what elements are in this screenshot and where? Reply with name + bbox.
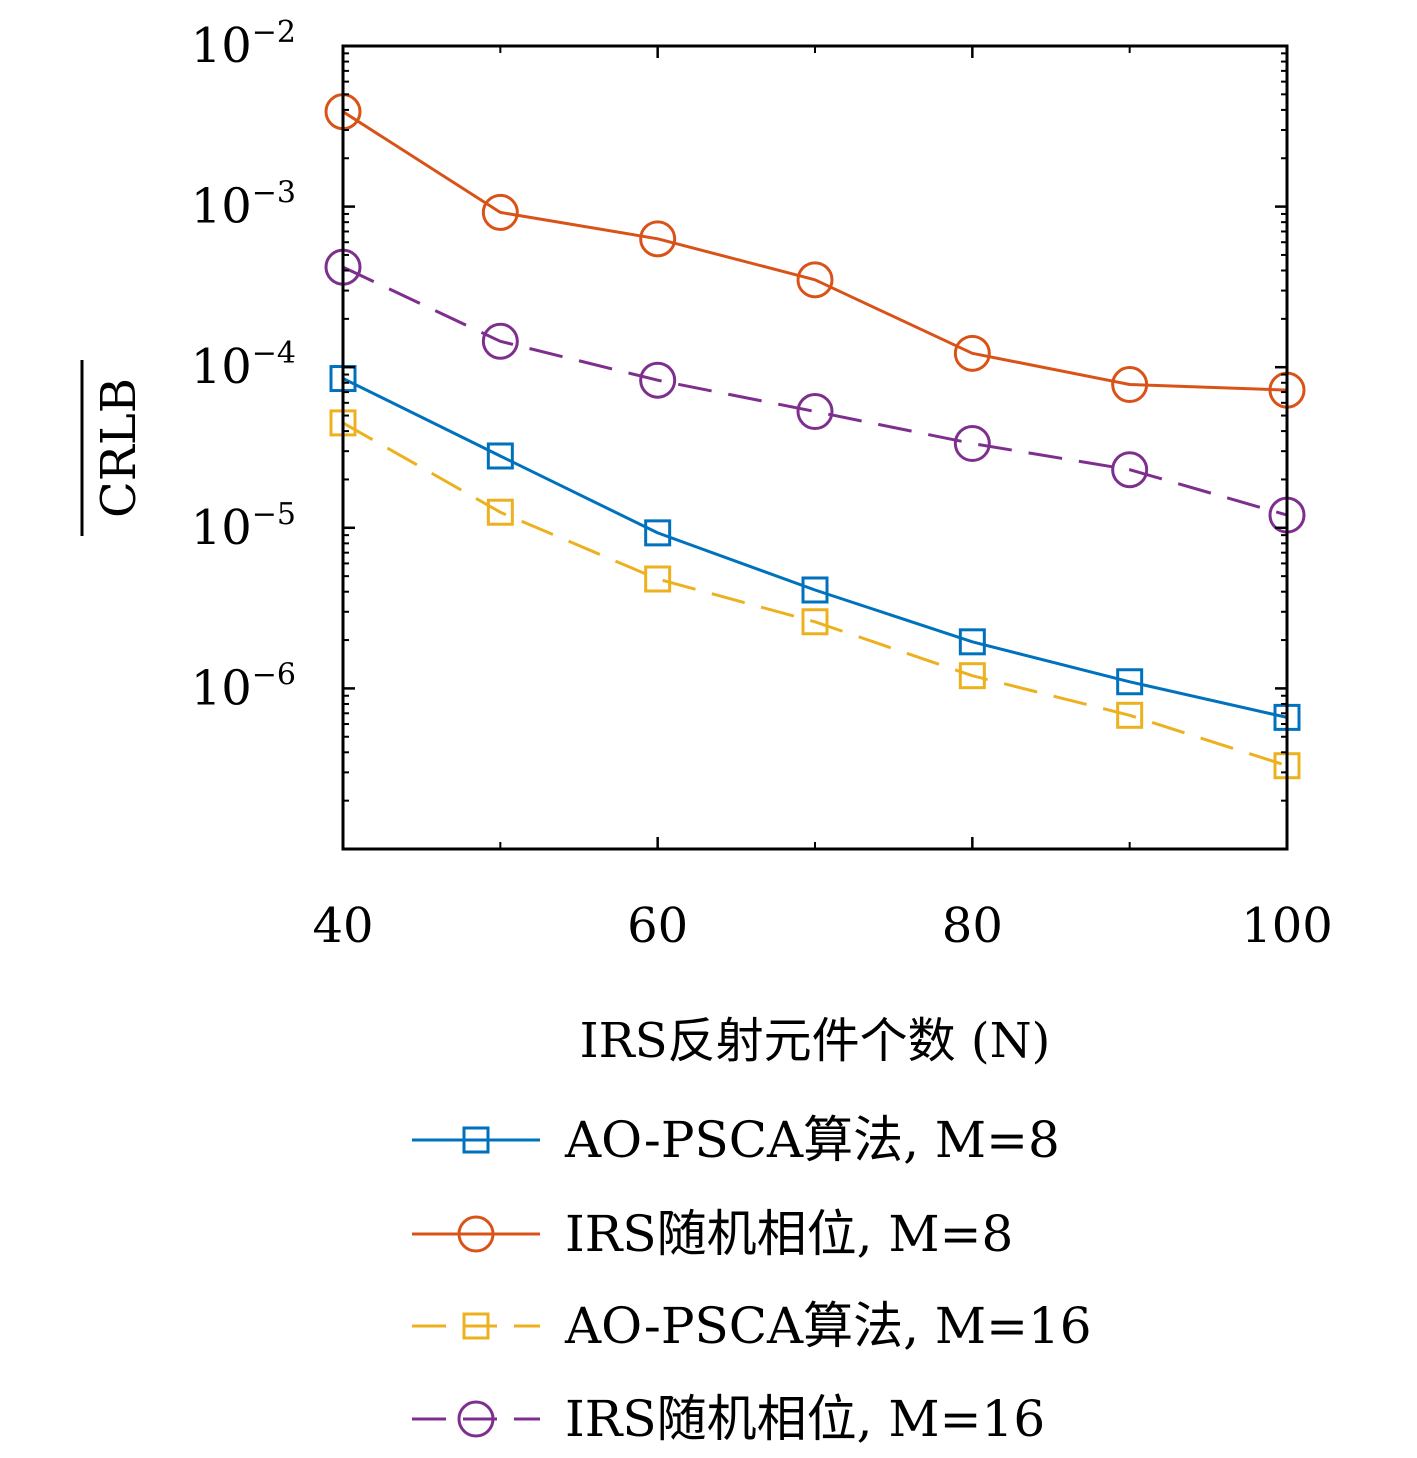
- legend-marker: [457, 1400, 495, 1438]
- data-point: [958, 662, 986, 690]
- data-point: [801, 576, 829, 604]
- series-1: [329, 365, 1301, 731]
- series-2: [324, 93, 1306, 409]
- legend-marker: [462, 1126, 490, 1154]
- data-point: [481, 193, 519, 231]
- x-tick-label: 100: [1241, 898, 1333, 954]
- y-tick-label: 10−2: [191, 15, 296, 74]
- legend-marker: [457, 1215, 495, 1253]
- data-point: [1111, 451, 1149, 489]
- legend-label: AO-PSCA算法, M=16: [564, 1297, 1092, 1355]
- data-point: [1111, 366, 1149, 404]
- data-point: [486, 498, 514, 526]
- y-tick-label: 10−6: [191, 657, 296, 716]
- legend-item-1: AO-PSCA算法, M=8: [412, 1111, 1060, 1169]
- data-point: [958, 628, 986, 656]
- series-line: [342, 421, 1288, 768]
- series-line: [342, 110, 1288, 392]
- legend-item-2: IRS随机相位, M=8: [412, 1205, 1013, 1263]
- data-point: [486, 442, 514, 470]
- series-line: [342, 377, 1288, 719]
- x-tick-label: 60: [627, 898, 688, 954]
- data-point: [644, 565, 672, 593]
- legend-item-3: AO-PSCA算法, M=16: [412, 1297, 1092, 1355]
- y-tick-label: 10−4: [191, 336, 296, 395]
- data-point: [801, 608, 829, 636]
- axes: 40 60 80 100 10−6 10−5 10−4 10−3 10−2 IRS反射元件个数 (…: [80, 15, 1333, 1069]
- y-axis-title: CRLB: [91, 378, 147, 518]
- legend-label: AO-PSCA算法, M=8: [564, 1111, 1060, 1169]
- legend-label: IRS随机相位, M=16: [565, 1390, 1045, 1448]
- data-point: [644, 519, 672, 547]
- data-point: [1116, 701, 1144, 729]
- data-point: [953, 334, 991, 372]
- series-line: [342, 265, 1288, 517]
- x-tick-label: 40: [312, 898, 373, 954]
- x-axis-title: IRS反射元件个数 (N): [580, 1013, 1051, 1069]
- legend-label: IRS随机相位, M=8: [565, 1205, 1013, 1263]
- data-point: [953, 424, 991, 462]
- y-tick-label: 10−5: [191, 497, 296, 556]
- legend: AO-PSCA算法, M=8 IRS随机相位, M=8 AO-PSCA算法, M=1…: [412, 1111, 1092, 1448]
- data-point: [796, 261, 834, 299]
- series-4: [324, 248, 1306, 534]
- data-point: [639, 220, 677, 258]
- y-axis-title-group: CRLB: [80, 360, 147, 536]
- data-point: [481, 322, 519, 360]
- data-point: [796, 392, 834, 430]
- plot-area: [324, 93, 1306, 780]
- series-3: [329, 409, 1301, 780]
- x-tick-label: 80: [942, 898, 1003, 954]
- y-tick-label: 10−3: [191, 176, 296, 235]
- data-point: [639, 361, 677, 399]
- legend-item-4: IRS随机相位, M=16: [412, 1390, 1045, 1448]
- legend-marker: [462, 1312, 490, 1340]
- data-point: [1116, 668, 1144, 696]
